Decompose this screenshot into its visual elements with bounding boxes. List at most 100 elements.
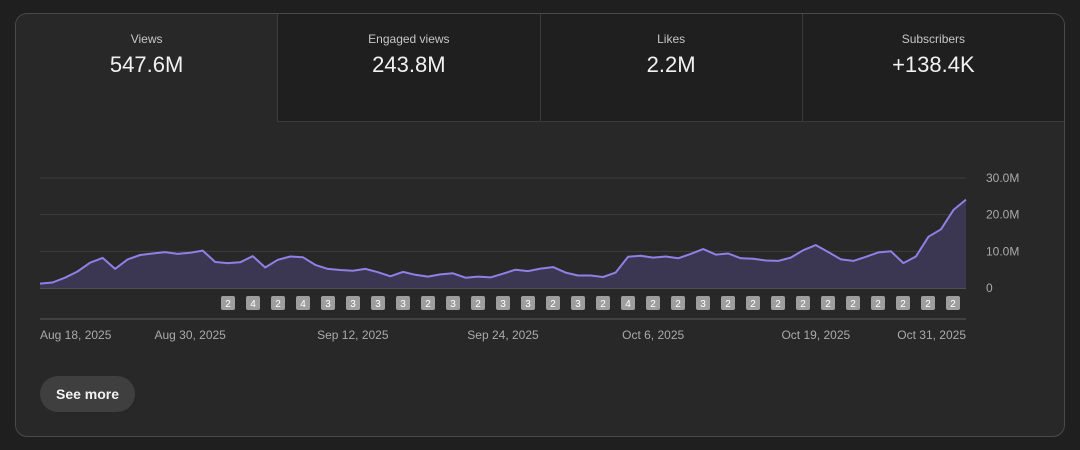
data-point bbox=[101, 257, 103, 259]
data-point bbox=[189, 252, 191, 254]
video-marker bbox=[221, 296, 235, 310]
video-marker-count: 2 bbox=[425, 299, 431, 310]
video-marker-count: 3 bbox=[700, 299, 706, 310]
tab-subscribers-label: Subscribers bbox=[901, 32, 966, 46]
data-point bbox=[690, 253, 692, 255]
tab-engaged-views-label: Engaged views bbox=[368, 32, 450, 46]
video-marker-count: 2 bbox=[925, 299, 931, 310]
x-tick-label: Oct 31, 2025 bbox=[897, 328, 966, 342]
video-marker bbox=[471, 296, 485, 310]
data-point bbox=[677, 257, 679, 259]
video-marker bbox=[396, 296, 410, 310]
video-marker-count: 3 bbox=[525, 299, 531, 310]
views-chart: 30.0M 20.0M 10.0M 0 2 4 2 4 3 3 3 3 2 3 2 3 3 2 3 2 4 2 2 3 2 2 2 2… bbox=[39, 171, 1019, 342]
video-marker-count: 2 bbox=[775, 299, 781, 310]
data-point bbox=[201, 249, 203, 251]
video-marker-count: 2 bbox=[950, 299, 956, 310]
data-point bbox=[614, 271, 616, 273]
data-point bbox=[314, 264, 316, 266]
data-point bbox=[577, 274, 579, 276]
video-marker bbox=[846, 296, 860, 310]
x-tick-label: Sep 12, 2025 bbox=[317, 328, 389, 342]
data-point bbox=[840, 258, 842, 260]
video-marker bbox=[371, 296, 385, 310]
data-point bbox=[289, 255, 291, 257]
data-point bbox=[39, 282, 41, 284]
tab-likes-label: Likes bbox=[657, 32, 686, 46]
tab-views[interactable]: Views 547.6M bbox=[16, 14, 278, 122]
data-point bbox=[527, 270, 529, 272]
data-point bbox=[865, 256, 867, 258]
data-point bbox=[727, 252, 729, 254]
data-point bbox=[902, 262, 904, 264]
tab-subscribers-value: +138.4K bbox=[892, 52, 975, 77]
y-tick-label: 10.0M bbox=[986, 244, 1019, 258]
video-marker bbox=[321, 296, 335, 310]
x-tick-label: Oct 19, 2025 bbox=[781, 328, 850, 342]
data-point bbox=[227, 262, 229, 264]
data-point bbox=[327, 268, 329, 270]
data-point bbox=[790, 256, 792, 258]
data-point bbox=[114, 268, 116, 270]
video-marker-count: 4 bbox=[625, 299, 631, 310]
video-marker-count: 4 bbox=[300, 299, 306, 310]
video-marker-count: 3 bbox=[575, 299, 581, 310]
video-marker bbox=[496, 296, 510, 310]
y-tick-label: 20.0M bbox=[986, 208, 1019, 222]
video-marker-count: 2 bbox=[275, 299, 281, 310]
data-point bbox=[952, 209, 954, 211]
data-point bbox=[126, 258, 128, 260]
data-point bbox=[51, 281, 53, 283]
data-point bbox=[827, 251, 829, 253]
data-point bbox=[765, 259, 767, 261]
see-more-button[interactable]: See more bbox=[40, 376, 136, 412]
video-marker bbox=[546, 296, 560, 310]
data-point bbox=[364, 268, 366, 270]
data-point bbox=[439, 273, 441, 275]
video-marker bbox=[271, 296, 285, 310]
data-point bbox=[277, 259, 279, 261]
data-point bbox=[377, 271, 379, 273]
video-marker bbox=[671, 296, 685, 310]
video-marker bbox=[596, 296, 610, 310]
views-line bbox=[39, 198, 967, 285]
tab-likes[interactable]: Likes 2.2M bbox=[539, 14, 802, 122]
video-marker bbox=[521, 296, 535, 310]
video-marker-count: 2 bbox=[800, 299, 806, 310]
video-marker bbox=[721, 296, 735, 310]
video-marker-count: 2 bbox=[475, 299, 481, 310]
data-point bbox=[639, 255, 641, 257]
video-marker-count: 3 bbox=[325, 299, 331, 310]
video-marker bbox=[571, 296, 585, 310]
data-point bbox=[214, 261, 216, 263]
data-point bbox=[176, 253, 178, 255]
video-marker-count: 2 bbox=[875, 299, 881, 310]
data-point bbox=[502, 273, 504, 275]
video-marker bbox=[621, 296, 635, 310]
data-point bbox=[915, 255, 917, 257]
data-point bbox=[389, 275, 391, 277]
video-marker-count: 3 bbox=[500, 299, 506, 310]
data-point bbox=[64, 277, 66, 279]
x-tick-label: Sep 24, 2025 bbox=[467, 328, 539, 342]
x-tick-label: Oct 6, 2025 bbox=[622, 328, 684, 342]
tab-engaged-views[interactable]: Engaged views 243.8M bbox=[277, 14, 540, 122]
data-point bbox=[940, 228, 942, 230]
video-marker bbox=[246, 296, 260, 310]
video-marker-count: 2 bbox=[650, 299, 656, 310]
data-point bbox=[89, 262, 91, 264]
video-marker bbox=[921, 296, 935, 310]
data-point bbox=[352, 270, 354, 272]
tab-subscribers[interactable]: Subscribers +138.4K bbox=[801, 14, 1064, 122]
views-area bbox=[40, 199, 966, 288]
data-point bbox=[151, 252, 153, 254]
data-point bbox=[752, 257, 754, 259]
data-point bbox=[815, 244, 817, 246]
video-marker-count: 3 bbox=[400, 299, 406, 310]
metric-tabs: Views 547.6M Engaged views 243.8M Likes … bbox=[16, 14, 1064, 122]
data-point bbox=[652, 256, 654, 258]
data-point bbox=[302, 256, 304, 258]
video-marker bbox=[296, 296, 310, 310]
video-marker-count: 2 bbox=[225, 299, 231, 310]
data-point bbox=[890, 250, 892, 252]
